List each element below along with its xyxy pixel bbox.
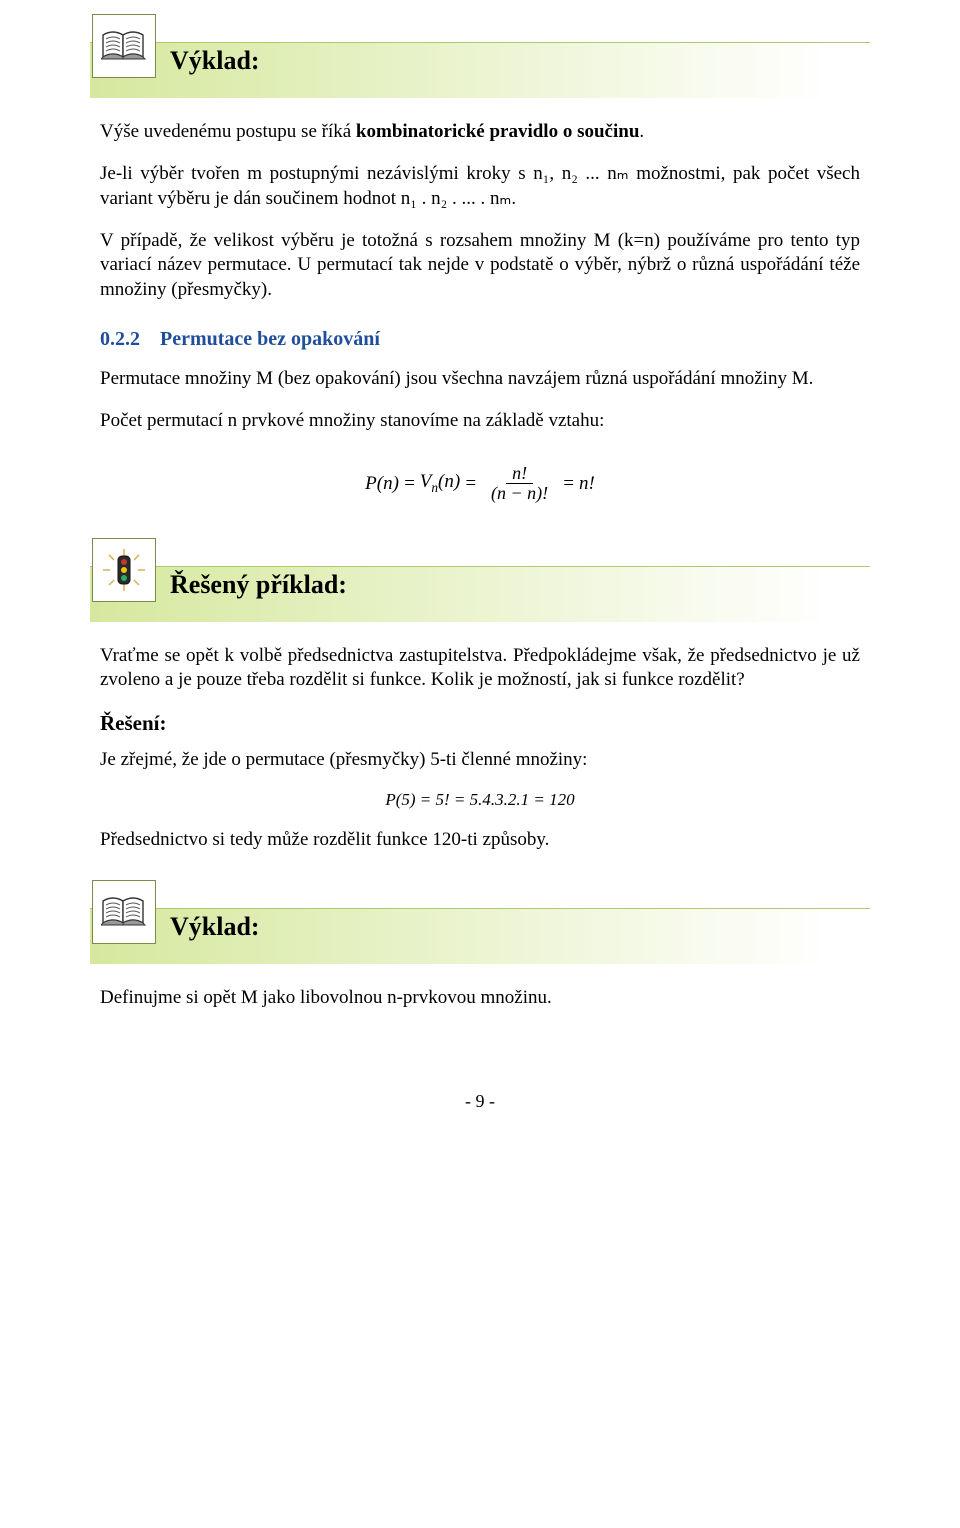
formula-V: V xyxy=(420,471,432,492)
banner-label: Řešený příklad: xyxy=(170,570,347,600)
paragraph-3: V případě, že velikost výběru je totožná… xyxy=(100,229,860,302)
formula-eq2: = xyxy=(462,473,479,495)
paragraph-2: Je-li výběr tvořen m postupnými nezávisl… xyxy=(100,162,860,211)
banner-label: Výklad: xyxy=(170,912,260,942)
formula-lhs2: Vn(n) xyxy=(418,471,462,496)
banner-icon-box xyxy=(92,880,156,944)
traffic-light-icon xyxy=(101,547,147,593)
para1-post: . xyxy=(639,121,644,142)
para1-pre: Výše uvedenému postupu se říká xyxy=(100,121,356,142)
formula-eq1: = xyxy=(401,473,418,495)
subsection-title: Permutace bez opakování xyxy=(160,328,380,350)
book-icon xyxy=(101,893,147,931)
paragraph-1: Výše uvedenému postupu se říká kombinato… xyxy=(100,120,860,144)
section-banner-priklad: Řešený příklad: xyxy=(90,544,870,622)
banner-icon-box xyxy=(92,538,156,602)
banner-label: Výklad: xyxy=(170,46,260,76)
para1-bold: kombinatorické pravidlo o součinu xyxy=(356,121,639,142)
formula-lhs1: P(n) xyxy=(363,473,401,495)
banner-icon-box xyxy=(92,14,156,78)
paragraph-8: Předsednictvo si tedy může rozdělit funk… xyxy=(100,828,860,852)
paragraph-4: Permutace množiny M (bez opakování) jsou… xyxy=(100,367,860,391)
formula-V-arg: (n) xyxy=(438,471,460,492)
paragraph-6: Vraťme se opět k volbě předsednictva zas… xyxy=(100,644,860,693)
formula-p5: P(5) = 5! = 5.4.3.2.1 = 120 xyxy=(100,790,860,810)
subsection-heading: 0.2.2Permutace bez opakování xyxy=(100,328,860,351)
formula-fraction: n! (n − n)! xyxy=(485,464,554,505)
solution-label: Řešení: xyxy=(100,711,860,736)
paragraph-9: Definujme si opět M jako libovolnou n-pr… xyxy=(100,986,860,1010)
formula-frac-den: (n − n)! xyxy=(485,484,554,504)
paragraph-7: Je zřejmé, že jde o permutace (přesmyčky… xyxy=(100,748,860,772)
paragraph-5: Počet permutací n prvkové množiny stanov… xyxy=(100,409,860,433)
book-icon xyxy=(101,27,147,65)
subsection-number: 0.2.2 xyxy=(100,328,160,351)
page-number: - 9 - xyxy=(100,1091,860,1112)
formula-permutation: P(n) = Vn(n) = n! (n − n)! = n! xyxy=(100,464,860,505)
formula-rhs: n! xyxy=(577,473,597,495)
section-banner-vyklad-1: Výklad: xyxy=(90,20,870,98)
formula-frac-num: n! xyxy=(506,464,533,485)
formula-eq3: = xyxy=(560,473,577,495)
section-banner-vyklad-2: Výklad: xyxy=(90,886,870,964)
